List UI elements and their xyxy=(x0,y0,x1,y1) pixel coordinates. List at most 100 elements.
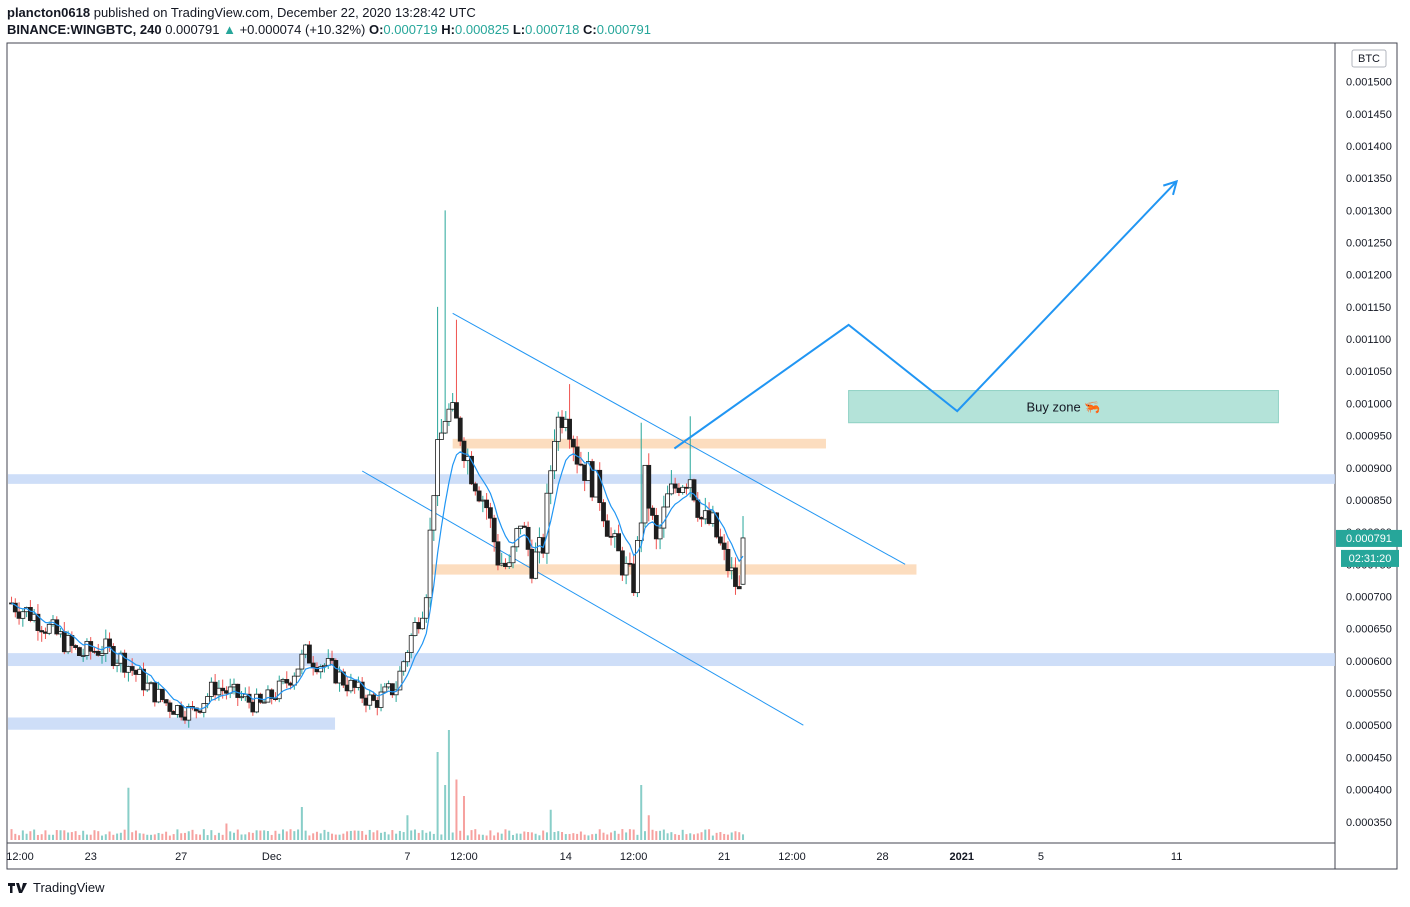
price-tick-label: 0.000850 xyxy=(1346,495,1392,507)
candle-body xyxy=(740,537,746,585)
candle-body xyxy=(141,668,146,691)
volume-bar xyxy=(187,831,190,840)
volume-bar xyxy=(89,834,92,840)
volume-bar xyxy=(206,835,209,840)
volume-bar xyxy=(723,833,726,840)
volume-bar xyxy=(199,834,202,840)
candle-body xyxy=(307,644,312,664)
volume-bar xyxy=(655,831,658,840)
open-value: 0.000719 xyxy=(383,22,438,37)
candle-body xyxy=(438,432,444,440)
candle-body xyxy=(736,586,742,590)
volume-bar xyxy=(101,835,104,840)
volume-bar xyxy=(681,829,684,840)
volume-bar xyxy=(591,834,594,840)
volume-bar xyxy=(308,835,311,840)
volume-bar xyxy=(195,834,198,840)
volume-bar xyxy=(685,834,688,840)
volume-bar xyxy=(74,831,77,840)
candle-body xyxy=(427,529,433,599)
volume-bar xyxy=(289,829,292,840)
volume-bar xyxy=(726,834,729,840)
volume-bar xyxy=(176,829,179,840)
candle-body xyxy=(638,522,644,541)
volume-bar xyxy=(628,829,631,840)
volume-bar xyxy=(429,831,432,840)
price-tick-label: 0.001200 xyxy=(1346,270,1392,282)
volume-bar xyxy=(229,831,232,840)
publisher-name[interactable]: plancton0618 xyxy=(7,5,91,20)
candle-body xyxy=(510,546,516,564)
volume-bars xyxy=(10,730,745,840)
volume-bar xyxy=(425,832,428,840)
volume-bar xyxy=(82,830,85,840)
volume-bar xyxy=(466,835,469,840)
volume-bar xyxy=(519,833,522,840)
volume-bar xyxy=(704,829,707,840)
volume-bar xyxy=(364,834,367,840)
candle-body xyxy=(46,623,52,634)
volume-bar xyxy=(444,785,447,840)
volume-bar xyxy=(659,830,662,840)
price-axis: 0.001500 0.001450 0.001400 0.001350 0.001300… xyxy=(1346,77,1392,829)
volume-bar xyxy=(67,832,70,840)
volume-bar xyxy=(44,830,47,840)
volume-bar xyxy=(410,830,413,840)
volume-bar xyxy=(217,832,220,840)
volume-bar xyxy=(274,830,277,840)
volume-bar xyxy=(372,832,375,840)
candle-body xyxy=(216,687,222,696)
volume-bar xyxy=(598,829,601,840)
candle-body xyxy=(680,486,686,493)
candle-body xyxy=(276,680,282,700)
volume-bar xyxy=(640,785,643,840)
volume-bar xyxy=(708,829,711,840)
volume-bar xyxy=(236,829,239,840)
candle-body xyxy=(601,502,606,522)
candle-body xyxy=(661,506,667,529)
volume-bar xyxy=(572,833,575,840)
time-tick-label: 28 xyxy=(876,851,888,863)
candle-body xyxy=(329,658,335,661)
volume-bar xyxy=(183,832,186,840)
candle-body xyxy=(733,567,738,587)
volume-bar xyxy=(455,779,458,840)
candle-body xyxy=(129,666,135,671)
volume-bar xyxy=(304,830,307,840)
volume-bar xyxy=(734,831,737,840)
candle-body xyxy=(491,517,497,543)
candle-body xyxy=(389,683,395,696)
volume-bar xyxy=(18,835,21,840)
open-label: O: xyxy=(368,22,384,37)
publish-info: plancton0618 published on TradingView.co… xyxy=(7,5,476,20)
candle-body xyxy=(555,416,561,442)
low-label: L: xyxy=(512,22,526,37)
candle-body xyxy=(144,682,150,691)
countdown-label: 02:31:20 xyxy=(1349,553,1392,565)
volume-bar xyxy=(48,834,51,840)
high-label: H: xyxy=(441,22,455,37)
candle-body xyxy=(80,655,86,657)
volume-bar xyxy=(123,829,126,840)
volume-bar xyxy=(134,830,137,840)
volume-bar xyxy=(689,833,692,840)
volume-bar xyxy=(36,834,39,840)
candle-body xyxy=(717,536,723,544)
volume-bar xyxy=(542,830,545,840)
volume-bar xyxy=(478,834,481,840)
candle-body xyxy=(107,638,112,647)
high-value: 0.000825 xyxy=(455,22,510,37)
buy-zone-box xyxy=(848,390,1279,424)
candle-body xyxy=(665,493,671,508)
price-tick-label: 0.001350 xyxy=(1346,173,1392,185)
price-tick-label: 0.000350 xyxy=(1346,817,1392,829)
zone-blue xyxy=(8,717,336,730)
volume-bar xyxy=(636,834,639,840)
price-tick-label: 0.000450 xyxy=(1346,752,1392,764)
footer-brand[interactable]: TradingView xyxy=(33,880,105,895)
volume-bar xyxy=(700,832,703,840)
price-tick-label: 0.000650 xyxy=(1346,624,1392,636)
volume-bar xyxy=(104,834,107,840)
price-tick-label: 0.001450 xyxy=(1346,109,1392,121)
